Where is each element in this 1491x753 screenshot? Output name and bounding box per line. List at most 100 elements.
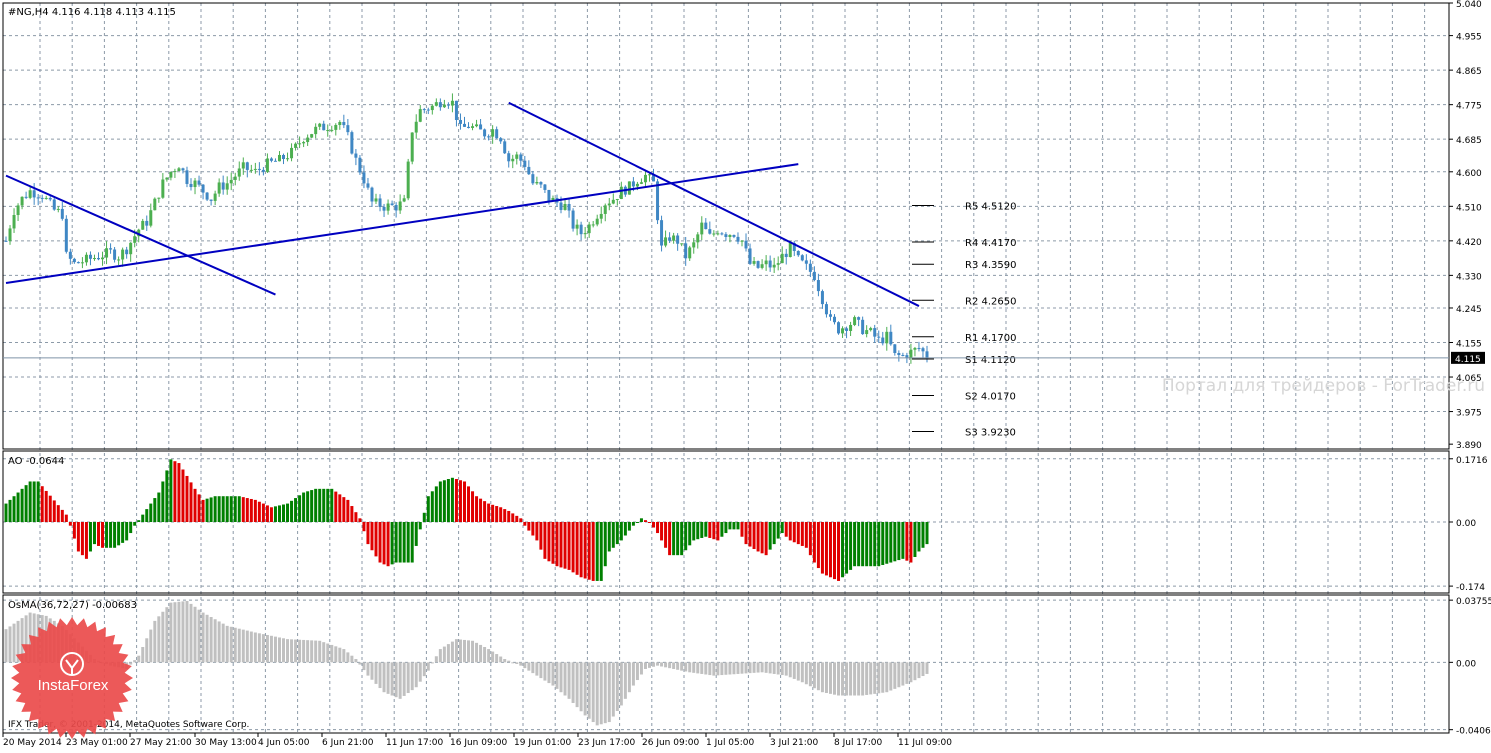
ao-bar <box>113 522 117 548</box>
candle-body <box>728 235 732 238</box>
ao-bar <box>201 499 205 522</box>
osma-bar <box>672 662 676 669</box>
candle-body <box>390 203 394 206</box>
candle-body <box>551 197 555 202</box>
ao-bar <box>418 522 422 530</box>
pivot-level-label: S3 3.9230 <box>965 428 1016 439</box>
candle-body <box>547 189 551 202</box>
ao-bar <box>386 522 390 567</box>
ao-bar <box>917 522 921 552</box>
ao-bar <box>885 522 889 564</box>
candle-body <box>756 261 760 268</box>
candle-body <box>897 353 901 356</box>
osma-bar <box>261 634 265 663</box>
candle-body <box>382 206 386 211</box>
ao-bar <box>458 480 462 522</box>
osma-bar <box>660 662 664 667</box>
candle-body <box>736 236 740 242</box>
ao-bar <box>294 498 298 522</box>
candle-body <box>656 181 660 221</box>
osma-bar <box>169 602 173 663</box>
candle-body <box>700 222 704 235</box>
ao-bar <box>897 522 901 561</box>
osma-bar <box>784 662 788 676</box>
candle-body <box>752 261 756 264</box>
candle-body <box>290 147 294 159</box>
ao-bar <box>101 522 105 548</box>
ao-bar <box>273 506 277 522</box>
copyright-text: IFX Trader, © 2001-2014, MetaQuotes Soft… <box>8 720 249 730</box>
osma-bar <box>185 600 189 663</box>
osma-bar <box>925 662 929 674</box>
osma-bar <box>286 639 290 663</box>
ao-bar <box>740 522 744 537</box>
candle-body <box>4 240 8 242</box>
osma-bar <box>841 662 845 696</box>
ao-bar <box>277 505 281 522</box>
candle-body <box>503 141 507 154</box>
ao-bar <box>346 499 350 522</box>
osma-bar <box>298 639 302 663</box>
ao-bar <box>893 522 897 562</box>
osma-bar <box>885 662 889 693</box>
ao-bar <box>764 522 768 556</box>
x-tick-label: 23 May 01:00 <box>66 738 128 748</box>
candle-body <box>209 199 213 201</box>
ao-bar <box>776 522 780 539</box>
osma-bar <box>587 662 591 719</box>
ao-bar <box>768 522 772 550</box>
ao-bar <box>16 492 20 522</box>
ao-bar <box>800 522 804 546</box>
osma-bar <box>487 649 491 663</box>
ao-bar <box>366 522 370 545</box>
osma-bar <box>438 649 442 663</box>
candle-body <box>692 242 696 248</box>
candle-body <box>591 224 595 226</box>
osma-bar <box>145 638 149 663</box>
osma-bar <box>189 603 193 663</box>
candle-body <box>841 328 845 334</box>
candle-body <box>48 197 52 200</box>
candle-body <box>768 260 772 268</box>
ao-bar <box>410 522 414 563</box>
osma-bar <box>563 662 567 696</box>
candle-body <box>354 153 358 158</box>
osma-bar <box>338 647 342 663</box>
ao-bar <box>233 496 237 522</box>
ao-bar <box>282 504 286 522</box>
ao-bar <box>503 509 507 522</box>
osma-bar <box>668 662 672 669</box>
ao-bar <box>607 522 611 552</box>
candle-body <box>113 249 117 260</box>
osma-bar <box>326 643 330 663</box>
candle-body <box>76 262 80 264</box>
osma-y-tick-label: 0.03755 <box>1456 597 1491 607</box>
ao-y-tick-label: -0.174 <box>1456 583 1485 593</box>
candle-body <box>8 228 12 241</box>
osma-bar <box>390 662 394 696</box>
candle-body <box>804 260 808 264</box>
candle-body <box>40 197 44 199</box>
candle-body <box>185 170 189 184</box>
candle-body <box>869 328 873 331</box>
ao-bar <box>668 522 672 556</box>
candle-body <box>845 328 849 331</box>
candle-body <box>257 168 261 170</box>
ao-bar <box>535 522 539 541</box>
ao-bar <box>820 522 824 574</box>
ao-bar <box>652 522 656 528</box>
ao-bar <box>808 522 812 556</box>
candle-body <box>881 337 885 344</box>
pivot-level-label: R1 4.1700 <box>965 333 1016 344</box>
candle-body <box>764 260 768 265</box>
ao-bar <box>249 498 253 522</box>
ao-bar <box>889 522 893 563</box>
ao-bar <box>861 522 865 567</box>
osma-bar <box>579 662 583 712</box>
candle-body <box>865 330 869 335</box>
ao-bar <box>125 522 129 541</box>
osma-bar <box>744 662 748 674</box>
osma-bar <box>611 662 615 717</box>
osma-bar <box>221 623 225 663</box>
